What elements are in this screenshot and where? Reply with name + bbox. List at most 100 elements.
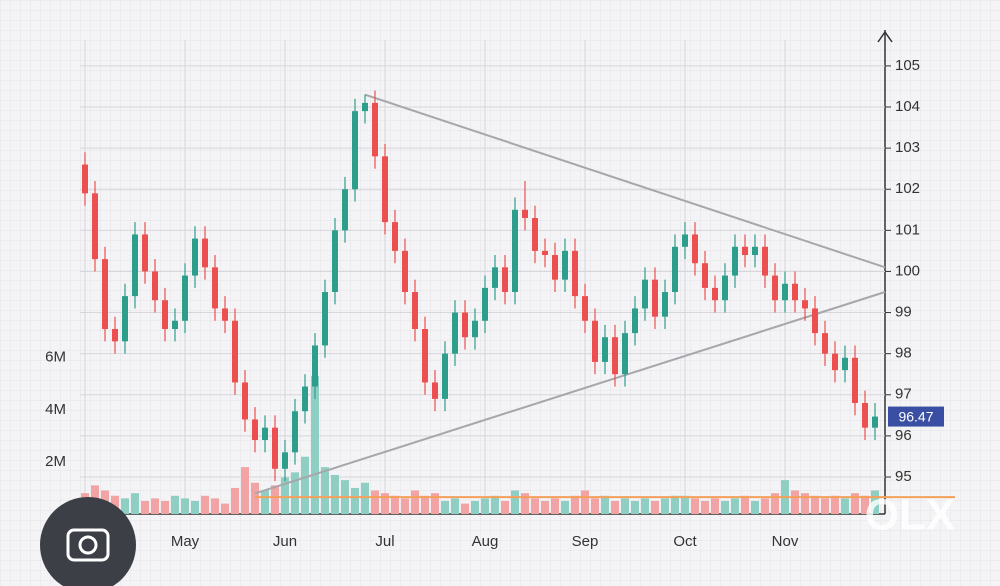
candle-body	[592, 320, 598, 362]
candle-body	[652, 279, 658, 317]
volume-bar	[821, 498, 829, 514]
candle-body	[522, 209, 528, 219]
candle-body	[722, 275, 728, 301]
candle-body	[712, 287, 718, 301]
volume-bar	[701, 500, 709, 514]
volume-bar	[221, 503, 229, 514]
candle-body	[392, 222, 398, 251]
volume-bar	[181, 498, 189, 514]
candle-body	[512, 209, 518, 293]
candle-body	[102, 259, 108, 330]
volume-bar	[511, 490, 519, 514]
candle-body	[572, 250, 578, 297]
candle-body	[372, 102, 378, 157]
volume-bar	[231, 487, 239, 514]
volume-bar	[841, 498, 849, 514]
volume-bar	[791, 490, 799, 514]
x-tick-label: Jun	[273, 533, 297, 550]
volume-bar	[631, 500, 639, 514]
y-tick-label: 101	[895, 221, 920, 238]
volume-bar	[131, 493, 139, 514]
candle-body	[682, 234, 688, 247]
candle-body	[442, 353, 448, 399]
volume-bar	[751, 500, 759, 514]
candle-body	[662, 292, 668, 317]
volume-bar	[251, 482, 259, 514]
volume-bar	[531, 498, 539, 514]
candle-body	[292, 411, 298, 453]
volume-bar	[121, 498, 129, 514]
volume-bar	[731, 498, 739, 514]
volume-bar	[351, 487, 359, 514]
candle-body	[562, 250, 568, 280]
candle-body	[842, 357, 848, 371]
candle-body	[332, 230, 338, 293]
volume-bar	[201, 495, 209, 514]
x-tick-label: Oct	[673, 533, 697, 550]
volume-bar	[671, 495, 679, 514]
candle-body	[202, 238, 208, 268]
candle-body	[822, 333, 828, 354]
volume-bar	[501, 500, 509, 514]
volume-bar	[191, 500, 199, 514]
volume-bar	[541, 500, 549, 514]
y-tick-label: 99	[895, 304, 912, 321]
candle-body	[272, 427, 278, 469]
candle-body	[802, 300, 808, 309]
candle-body	[602, 337, 608, 362]
y-tick-label: 100	[895, 262, 920, 279]
candle-body	[532, 218, 538, 251]
volume-bar	[161, 500, 169, 514]
candle-body	[422, 329, 428, 383]
candle-body	[382, 156, 388, 223]
candle-body	[702, 263, 708, 288]
candle-body	[492, 267, 498, 288]
candle-body	[112, 329, 118, 342]
volume-bar	[431, 493, 439, 514]
volume-bar	[651, 500, 659, 514]
camera-badge	[40, 497, 136, 586]
y-tick-label: 98	[895, 345, 912, 362]
volume-bar	[421, 495, 429, 514]
candle-body	[482, 287, 488, 321]
candle-body	[262, 427, 268, 441]
volume-bar	[591, 498, 599, 514]
volume-bar	[451, 498, 459, 514]
candle-body	[832, 353, 838, 371]
candle-body	[432, 382, 438, 399]
candle-body	[402, 250, 408, 293]
candle-body	[152, 271, 158, 301]
volume-bar	[291, 472, 299, 514]
candle-body	[552, 255, 558, 280]
volume-bar	[381, 493, 389, 514]
candle-body	[312, 345, 318, 387]
candle-body	[352, 111, 358, 190]
camera-icon	[66, 528, 110, 562]
volume-bar	[601, 495, 609, 514]
trendline	[364, 93, 886, 269]
candle-body	[462, 312, 468, 338]
volume-bar	[211, 498, 219, 514]
candle-body	[642, 279, 648, 309]
volume-bar	[261, 490, 269, 514]
volume-tick-label: 2M	[45, 453, 66, 470]
candle-body	[412, 292, 418, 330]
x-tick-label: Jul	[375, 533, 394, 550]
volume-bar	[871, 490, 879, 514]
axis-arrow	[877, 30, 893, 43]
volume-bar	[611, 500, 619, 514]
volume-bar	[621, 498, 629, 514]
y-tick-label: 105	[895, 57, 920, 74]
volume-bar	[271, 485, 279, 514]
volume-bar	[581, 490, 589, 514]
volume-bar	[481, 498, 489, 514]
candle-body	[172, 320, 178, 330]
candle-body	[862, 403, 868, 428]
candle-body	[142, 234, 148, 272]
volume-bar	[371, 490, 379, 514]
candle-body	[672, 246, 678, 293]
volume-bar	[711, 498, 719, 514]
candle-body	[742, 246, 748, 256]
x-tick-label: Sep	[572, 533, 599, 550]
candle-body	[282, 452, 288, 469]
